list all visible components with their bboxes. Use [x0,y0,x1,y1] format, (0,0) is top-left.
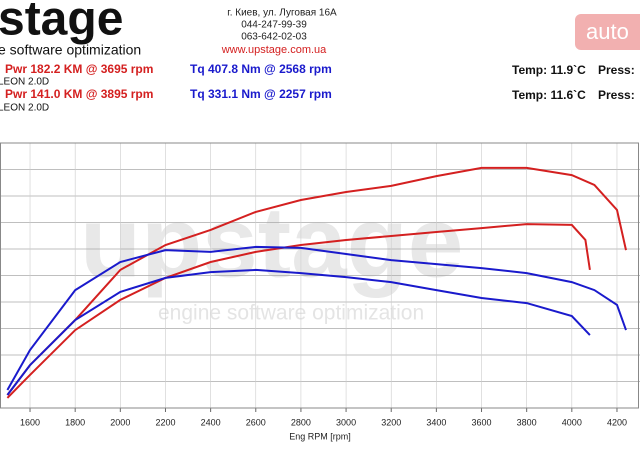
x-tick-label: 2200 [155,417,175,427]
address: г. Киев, ул. Луговая 16А [227,8,337,19]
x-tick-label: 3000 [336,417,356,427]
plot-frame [0,142,639,409]
x-tick-label: 2400 [201,417,221,427]
watermark-tagline: engine software optimization [158,302,424,325]
x-tick-label: 3400 [426,417,446,427]
curve [6,223,591,399]
watermark-logo: upstage [80,186,463,298]
run-temp: Temp: 11.6`C [512,88,586,102]
logo: stage [0,0,123,46]
x-tick-label: 3800 [517,417,537,427]
run-press: Press: [598,88,635,102]
phone: 063-642-02-03 [241,32,307,43]
x-tick-label: 1800 [65,417,85,427]
x-axis-label: Eng RPM [rpm] [289,431,351,441]
curve [6,268,591,396]
badge: auto [586,19,629,44]
url: www.upstage.com.ua [221,44,327,56]
run-press: Press: [598,63,635,77]
x-tick-label: 4000 [562,417,582,427]
run-car: LEON 2.0D [0,77,49,88]
run-power: Pwr 141.0 KM @ 3895 rpm [5,87,153,101]
phone: 044-247-99-39 [241,20,307,31]
x-tick-label: 3200 [381,417,401,427]
run-temp: Temp: 11.9`C [512,63,586,77]
plot: 1600 1800 2000 2200 2400 2600 2800 3000 3200 3400… [0,143,640,427]
tagline: e software optimization [0,42,141,58]
curve [6,245,627,391]
x-tick-label: 2800 [291,417,311,427]
x-tick-label: 3600 [472,417,492,427]
run-power: Pwr 182.2 KM @ 3695 rpm [5,62,153,76]
run-car: LEON 2.0D [0,103,49,114]
x-tick-label: 2600 [246,417,266,427]
curve [6,166,627,396]
run-torque: Tq 407.8 Nm @ 2568 rpm [190,62,332,76]
badge-box [575,14,640,50]
x-tick-label: 1600 [20,417,40,427]
x-tick-label: 4200 [607,417,627,427]
run-torque: Tq 331.1 Nm @ 2257 rpm [190,87,332,101]
x-tick-label: 2000 [110,417,130,427]
